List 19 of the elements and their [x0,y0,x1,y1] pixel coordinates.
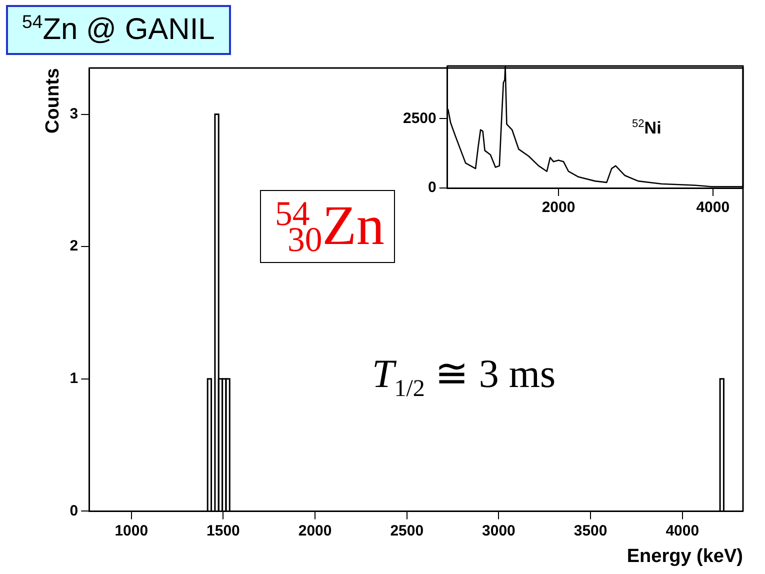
x-tick-label: 3500 [574,522,608,540]
x-tick-label: 2000 [298,522,332,540]
x-axis-title: Energy (keV) [626,546,743,567]
y-tick-label: 0 [70,502,78,520]
x-tick-label: 2500 [390,522,424,540]
x-tick-label: 3000 [482,522,516,540]
x-tick-label: 1000 [114,522,148,540]
y-tick-label: 0 [428,179,436,196]
y-tick-label: 2 [70,238,78,255]
annotation: T$_{1/2}$ ≅ 3 ms [372,350,556,403]
chart-title: $^{54}$Zn @ GANIL [6,5,231,55]
x-tick-label: 2000 [542,199,576,216]
x-tick-label: 4000 [696,199,730,216]
x-tick-label: 4000 [666,522,700,540]
y-tick-label: 3 [70,105,78,122]
y-tick-label: 1 [70,370,78,388]
x-tick-label: 1500 [206,522,240,540]
annotation: $^{52}$Ni [632,118,662,139]
y-axis-title: Counts [42,68,64,134]
